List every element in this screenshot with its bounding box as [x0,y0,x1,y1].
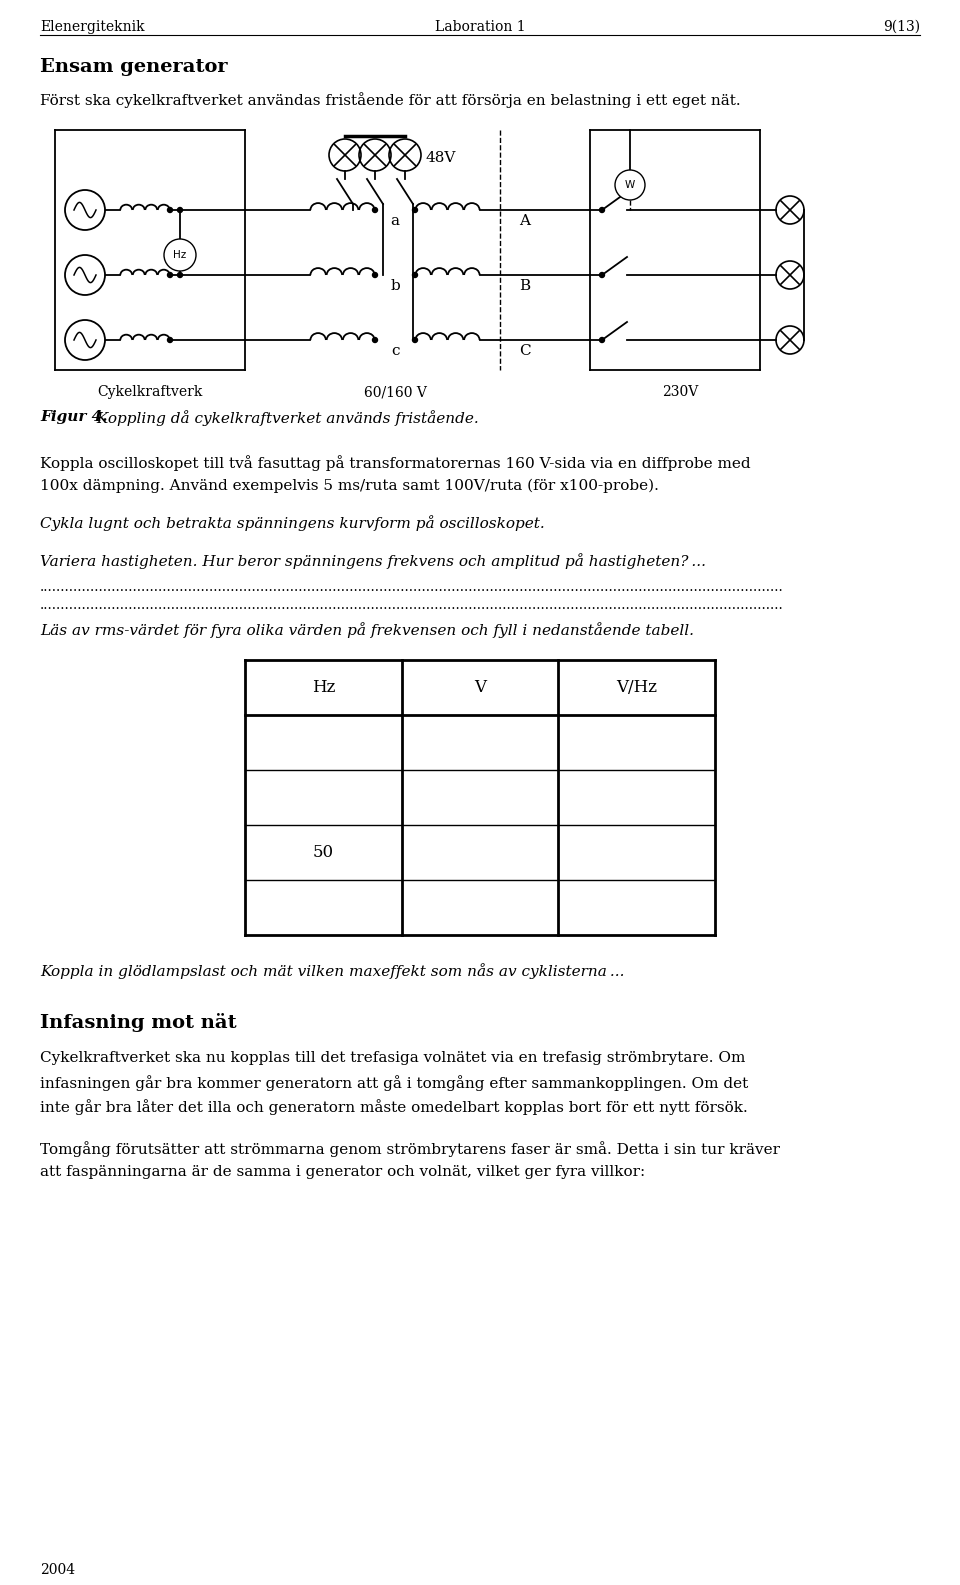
Text: inte går bra låter det illa och generatorn måste omedelbart kopplas bort för ett: inte går bra låter det illa och generato… [40,1098,748,1114]
Text: Variera hastigheten. Hur beror spänningens frekvens och amplitud på hastigheten?: Variera hastigheten. Hur beror spänninge… [40,553,706,569]
Text: Cykla lugnt och betrakta spänningens kurvform på oscilloskopet.: Cykla lugnt och betrakta spänningens kur… [40,515,544,531]
Circle shape [65,255,105,295]
Text: Figur 4.: Figur 4. [40,411,108,425]
Circle shape [599,208,605,212]
Text: a: a [391,214,399,228]
Circle shape [615,170,645,200]
Circle shape [167,208,173,212]
Text: att faspänningarna är de samma i generator och volnät, vilket ger fyra villkor:: att faspänningarna är de samma i generat… [40,1165,645,1179]
Text: 50: 50 [313,843,334,861]
Text: Hz: Hz [312,678,335,696]
Text: A: A [519,214,531,228]
Text: W: W [625,181,636,190]
Circle shape [372,273,377,277]
Text: 2004: 2004 [40,1563,75,1577]
Circle shape [178,208,182,212]
Text: Koppling då cykelkraftverket används fristående.: Koppling då cykelkraftverket används fri… [92,411,479,426]
Text: Tomgång förutsätter att strömmarna genom strömbrytarens faser är små. Detta i si: Tomgång förutsätter att strömmarna genom… [40,1141,780,1157]
Text: Elenergiteknik: Elenergiteknik [40,21,145,33]
Text: ................................................................................: ........................................… [40,580,783,594]
Circle shape [164,239,196,271]
Text: 100x dämpning. Använd exempelvis 5 ms/ruta samt 100V/ruta (för x100-probe).: 100x dämpning. Använd exempelvis 5 ms/ru… [40,479,659,493]
Text: B: B [519,279,531,293]
Text: Läs av rms-värdet för fyra olika värden på frekvensen och fyll i nedanstående ta: Läs av rms-värdet för fyra olika värden … [40,621,694,637]
Text: 230V: 230V [661,385,698,399]
Circle shape [372,338,377,342]
Text: infasningen går bra kommer generatorn att gå i tomgång efter sammankopplingen. O: infasningen går bra kommer generatorn at… [40,1075,748,1090]
Text: C: C [519,344,531,358]
Circle shape [372,208,377,212]
Text: Infasning mot nät: Infasning mot nät [40,1013,236,1032]
Circle shape [599,273,605,277]
Circle shape [413,338,418,342]
Text: b: b [390,279,400,293]
Text: c: c [391,344,399,358]
Text: Ensam generator: Ensam generator [40,59,228,76]
Text: 9(13): 9(13) [883,21,920,33]
Circle shape [599,338,605,342]
Circle shape [178,273,182,277]
Text: Cykelkraftverket ska nu kopplas till det trefasiga volnätet via en trefasig strö: Cykelkraftverket ska nu kopplas till det… [40,1051,745,1065]
Text: V: V [474,678,486,696]
Circle shape [413,208,418,212]
Text: Koppla oscilloskopet till två fasuttag på transformatorernas 160 V-sida via en d: Koppla oscilloskopet till två fasuttag p… [40,455,751,471]
Text: ................................................................................: ........................................… [40,598,783,612]
Text: Först ska cykelkraftverket användas fristående för att försörja en belastning i : Först ska cykelkraftverket användas fris… [40,92,740,108]
Text: Cykelkraftverk: Cykelkraftverk [97,385,203,399]
Text: 48V: 48V [425,151,455,165]
Text: Koppla in glödlampslast och mät vilken maxeffekt som nås av cyklisterna ...: Koppla in glödlampslast och mät vilken m… [40,964,625,980]
Text: Laboration 1: Laboration 1 [435,21,525,33]
Circle shape [65,320,105,360]
Text: 60/160 V: 60/160 V [364,385,426,399]
Circle shape [413,273,418,277]
Text: V/Hz: V/Hz [616,678,658,696]
Circle shape [65,190,105,230]
Circle shape [167,273,173,277]
Text: Hz: Hz [174,250,186,260]
Circle shape [167,338,173,342]
